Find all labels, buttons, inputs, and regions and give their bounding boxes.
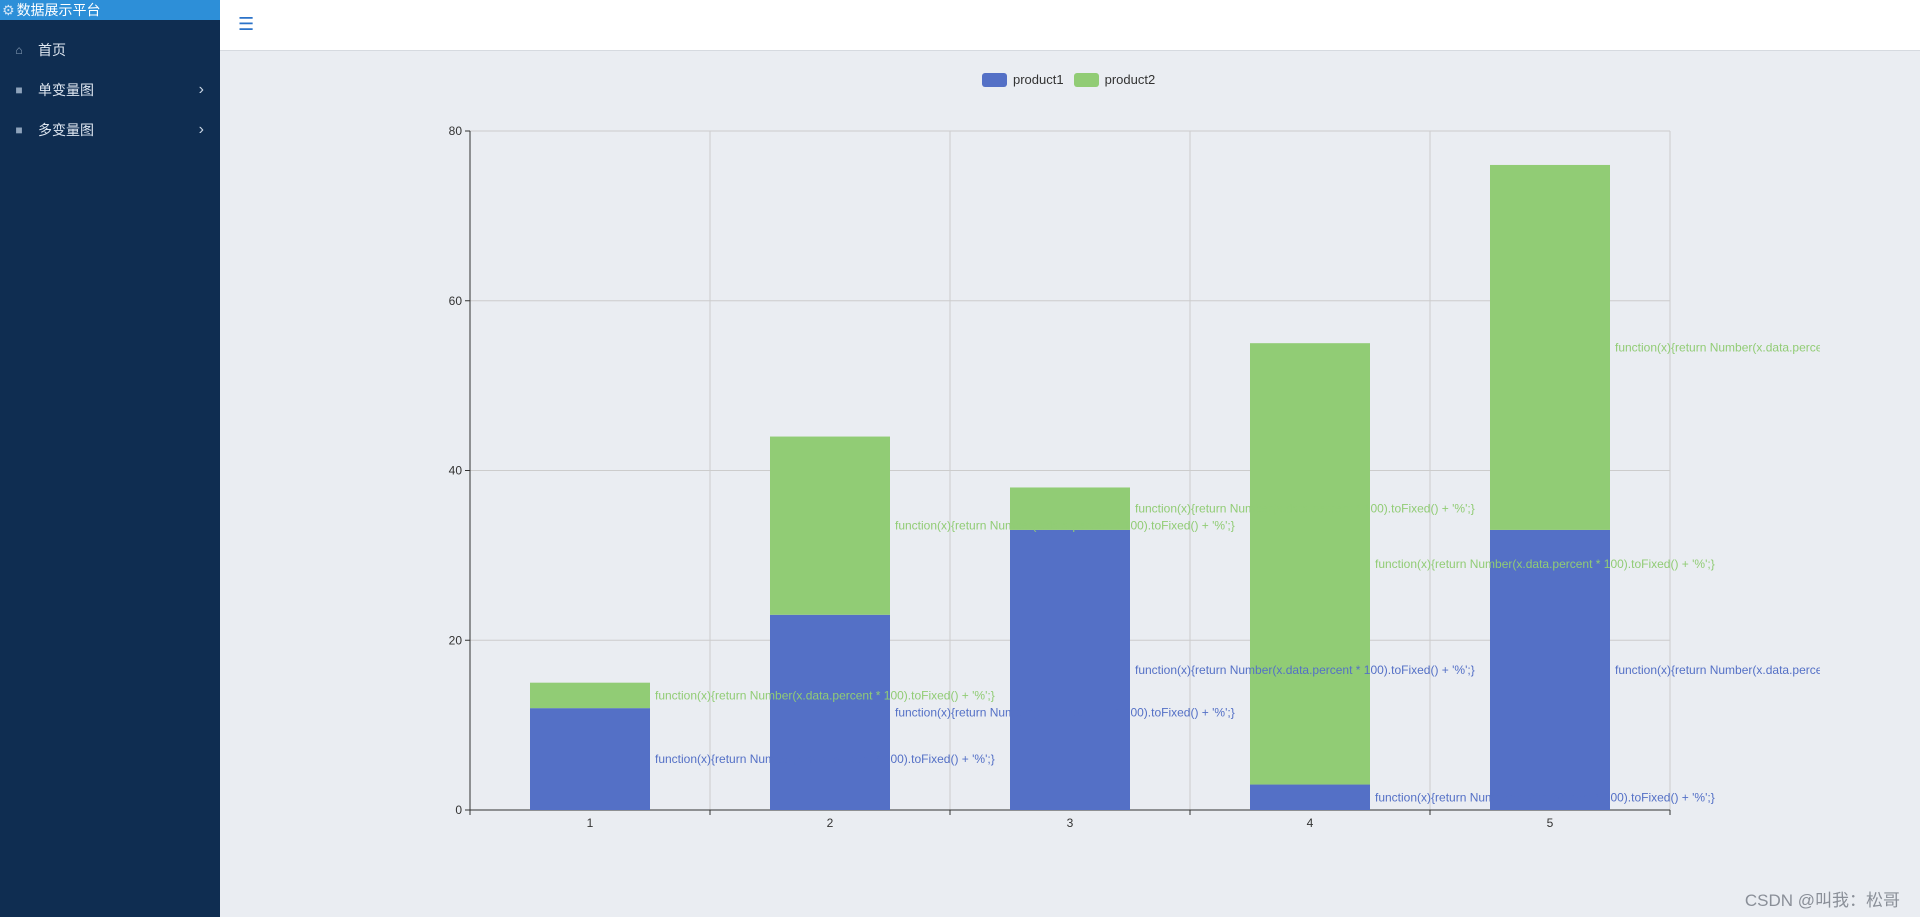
y-tick-label: 60: [449, 294, 463, 308]
bar-product2-2: [770, 436, 890, 615]
bar-label-product1-1: function(x){return Number(x.data.percent…: [655, 752, 995, 766]
bar-label-product1-4: function(x){return Number(x.data.percent…: [1375, 790, 1715, 804]
sidebar-item-multivariate[interactable]: ■ 多变量图 ›: [0, 110, 220, 150]
bar-product2-5: [1490, 164, 1610, 530]
x-tick-label: 1: [587, 816, 594, 830]
y-tick-label: 20: [449, 633, 463, 647]
chart-legend: product1 product2: [982, 72, 1155, 87]
legend-swatch: [1073, 72, 1099, 87]
watermark: CSDN @叫我：松哥: [1744, 891, 1900, 910]
bar-chart: 0 20 40 60 80 1 2 3 4 5 function(x){return Number(…: [449, 124, 1920, 830]
sidebar-item-univariate[interactable]: ■ 单变量图 ›: [0, 70, 220, 110]
home-icon: ⌂: [15, 43, 23, 57]
y-tick-label: 80: [449, 124, 463, 138]
legend-item-product1[interactable]: product1: [982, 72, 1064, 87]
bar-label-product1-5: function(x){return Number(x.data.percent…: [1615, 663, 1920, 677]
bar-product2-3: [1010, 487, 1130, 530]
gift-icon: ■: [15, 83, 23, 97]
sidebar-item-label: 多变量图: [38, 122, 94, 138]
bar-product2-1: [530, 682, 650, 709]
gift-icon: ■: [15, 123, 23, 137]
bar-product1-2: [770, 614, 890, 810]
legend-label: product1: [1013, 72, 1064, 87]
top-bar: ☰: [220, 0, 1920, 51]
legend-label: product2: [1104, 72, 1156, 87]
bar-label-product2-1: function(x){return Number(x.data.percent…: [655, 688, 995, 702]
bar-label-product2-4: function(x){return Number(x.data.percent…: [1375, 557, 1715, 571]
y-tick-label: 40: [449, 464, 463, 478]
bar-product1-1: [530, 708, 650, 810]
bar-product1-5: [1490, 529, 1610, 810]
x-tick-label: 2: [827, 816, 834, 830]
bar-product2-4: [1250, 343, 1370, 785]
bar-label-product2-2: function(x){return Number(x.data.percent…: [895, 519, 1235, 533]
sidebar: ⚙ 数据展示平台 ⌂ 首页 ■ 单变量图 › ■ 多变量图 ›: [0, 0, 220, 917]
chart-area: product1 product2 0 20 40 60 80 1 2 3 4 5 function…: [220, 51, 1920, 917]
x-tick-label: 5: [1547, 816, 1554, 830]
x-tick-label: 3: [1067, 816, 1074, 830]
gear-icon: ⚙: [2, 2, 15, 18]
legend-item-product2[interactable]: product2: [1073, 72, 1156, 87]
brand: ⚙ 数据展示平台: [0, 0, 220, 20]
hamburger-icon[interactable]: ☰: [238, 14, 255, 34]
sidebar-item-label: 单变量图: [38, 82, 94, 98]
bar-product1-3: [1010, 529, 1130, 810]
chevron-right-icon: ›: [198, 81, 204, 98]
x-tick-label: 4: [1307, 816, 1314, 830]
bar-label-product2-3: function(x){return Number(x.data.percent…: [1135, 502, 1475, 516]
sidebar-item-label: 首页: [38, 42, 66, 58]
bar-label-product1-3: function(x){return Number(x.data.percent…: [1135, 663, 1475, 677]
bar-product1-4: [1250, 784, 1370, 810]
chevron-right-icon: ›: [198, 121, 204, 138]
brand-title: 数据展示平台: [16, 2, 101, 18]
bar-label-product2-5: function(x){return Number(x.data.percent…: [1615, 340, 1920, 354]
legend-swatch: [982, 72, 1007, 87]
sidebar-item-home[interactable]: ⌂ 首页: [0, 30, 220, 70]
bar-label-product1-2: function(x){return Number(x.data.percent…: [895, 705, 1235, 719]
y-tick-label: 0: [455, 803, 462, 817]
